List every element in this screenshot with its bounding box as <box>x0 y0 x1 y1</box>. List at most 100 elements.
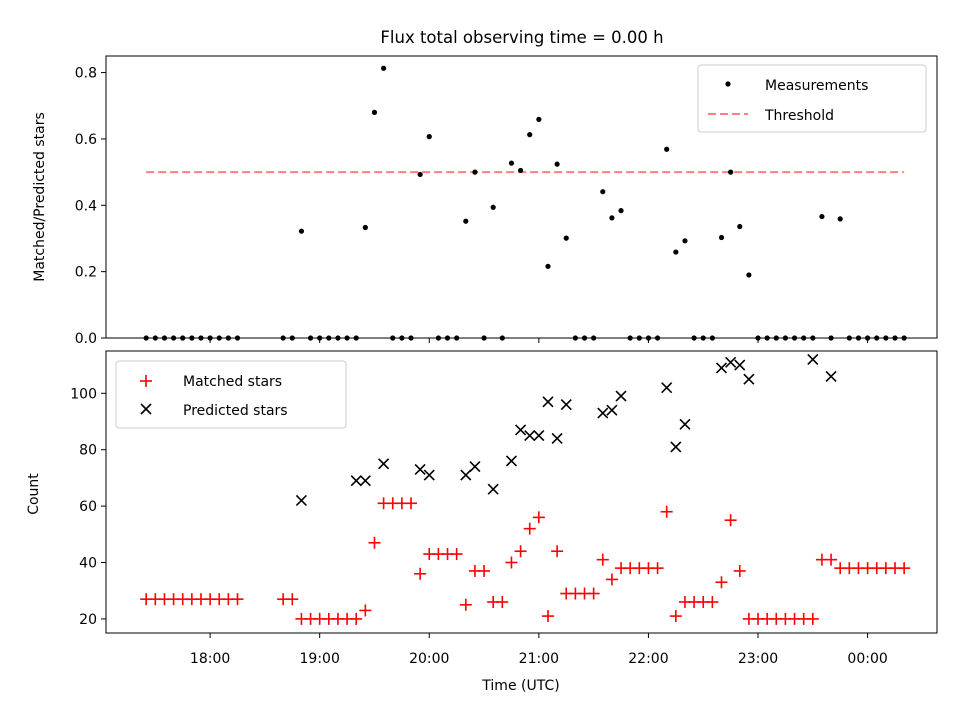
count-legend-box <box>115 360 347 429</box>
predicted-star-point <box>295 494 307 507</box>
count-y-tick-label: 40 <box>79 556 97 572</box>
predicted-star-point <box>505 455 518 467</box>
predicted-star-stroke-b <box>551 432 563 444</box>
predicted-star-stroke-b <box>725 356 737 368</box>
matched-star-point <box>898 562 911 575</box>
predicted-star-point <box>615 390 627 402</box>
matched-star-point <box>505 556 518 569</box>
predicted-star-point <box>359 475 371 487</box>
ratio-legend[interactable]: Measurements Threshold <box>697 64 927 133</box>
predicted-star-stroke-b <box>533 430 545 442</box>
ratio-y-axis-label: Matched/Predicted stars <box>32 112 48 282</box>
figure-title: Flux total observing time = 0.00 h <box>380 28 663 47</box>
matched-star-point <box>806 612 819 625</box>
legend-matched-label: Matched stars <box>183 374 282 390</box>
measurement-point <box>536 116 542 122</box>
count-y-tick-label: 60 <box>79 499 97 515</box>
count-x-tick-label: 19:00 <box>300 651 340 667</box>
predicted-star-stroke-b <box>807 353 819 366</box>
measurement-point <box>362 224 368 231</box>
matched-star-point <box>825 553 838 566</box>
matched-star-point <box>587 587 600 600</box>
predicted-star-stroke-b <box>615 390 627 402</box>
measurement-point <box>517 167 524 174</box>
legend-threshold-label: Threshold <box>764 108 834 124</box>
count-x-ticks: 18:00 19:00 20:00 21:00 22:00 23:00 00:00 <box>190 633 888 667</box>
matched-star-point <box>724 514 737 527</box>
ratio-panel: Matched/Predicted stars 0.00.20.40.60.8 … <box>32 55 938 347</box>
predicted-star-stroke-b <box>469 461 481 473</box>
predicted-star-point <box>551 432 563 444</box>
legend-matched-marker <box>140 375 152 387</box>
measurement-point <box>609 215 615 221</box>
predicted-star-stroke-b <box>743 373 755 385</box>
measurement-point <box>426 134 432 140</box>
predicted-star-point <box>743 373 755 385</box>
predicted-star-point <box>825 370 837 382</box>
matched-star-point <box>541 610 554 623</box>
predicted-star-stroke-b <box>505 455 518 467</box>
measurement-point <box>563 235 569 241</box>
predicted-star-point <box>597 407 609 419</box>
predicted-star-stroke-b <box>524 430 536 442</box>
matched-star-point <box>715 576 728 589</box>
ratio-axes-frame <box>105 55 938 339</box>
matched-star-point <box>405 497 418 510</box>
ratio-legend-box <box>697 64 927 133</box>
predicted-star-stroke-b <box>350 475 362 487</box>
matched-star-point <box>733 564 746 577</box>
predicted-star-stroke-b <box>670 441 682 453</box>
predicted-star-point <box>679 418 691 430</box>
measurement-point <box>600 189 606 195</box>
predicted-star-stroke-b <box>378 458 390 470</box>
predicted-star-point <box>560 399 572 411</box>
ratio-y-tick-label: 0.0 <box>75 331 97 347</box>
predicted-star-point <box>378 458 390 470</box>
legend-predicted-marker <box>140 403 152 415</box>
count-y-ticks: 20 40 60 80 100 <box>70 386 106 628</box>
predicted-star-stroke-b <box>515 424 527 436</box>
legend-measurements-label: Measurements <box>765 78 868 94</box>
measurement-point <box>545 263 551 269</box>
predicted-star-point <box>414 463 426 476</box>
predicted-star-stroke-b <box>542 396 554 408</box>
predicted-star-stroke-b <box>734 359 746 371</box>
count-plot-area <box>140 353 911 625</box>
measurement-point <box>728 169 734 175</box>
measurement-point <box>472 169 478 175</box>
predicted-star-stroke-b <box>414 463 426 476</box>
measurement-point <box>819 213 825 220</box>
count-x-tick-label: 21:00 <box>519 651 559 667</box>
matched-star-point <box>605 573 618 586</box>
predicted-star-stroke-b <box>606 404 618 416</box>
predicted-star-stroke-b <box>825 370 837 382</box>
count-x-tick-label: 22:00 <box>628 651 668 667</box>
matched-star-point <box>459 598 472 611</box>
matched-star-point <box>478 564 491 577</box>
measurement-point <box>618 208 624 214</box>
matched-star-point <box>350 612 363 625</box>
measurement-point <box>718 234 725 241</box>
measurement-point <box>673 249 679 255</box>
measurement-point <box>371 109 378 115</box>
measurement-point <box>837 216 843 222</box>
count-x-tick-label: 20:00 <box>409 651 449 667</box>
measurement-point <box>417 171 423 178</box>
predicted-star-point <box>533 430 545 442</box>
predicted-star-point <box>807 353 819 366</box>
matched-star-point <box>231 593 244 606</box>
predicted-star-point <box>606 404 618 416</box>
predicted-star-stroke-b <box>679 418 691 430</box>
ratio-y-tick-label: 0.2 <box>75 265 97 281</box>
matched-star-point <box>286 593 299 606</box>
measurement-point <box>490 204 496 210</box>
matched-star-point <box>359 604 372 617</box>
predicted-star-point <box>734 359 746 371</box>
predicted-star-point <box>542 396 554 408</box>
count-y-tick-label: 100 <box>70 386 97 402</box>
legend-measurements-marker <box>725 81 731 87</box>
predicted-star-stroke-b <box>423 469 435 481</box>
matched-star-point <box>514 545 527 558</box>
count-legend[interactable]: Matched stars Predicted stars <box>115 360 347 429</box>
